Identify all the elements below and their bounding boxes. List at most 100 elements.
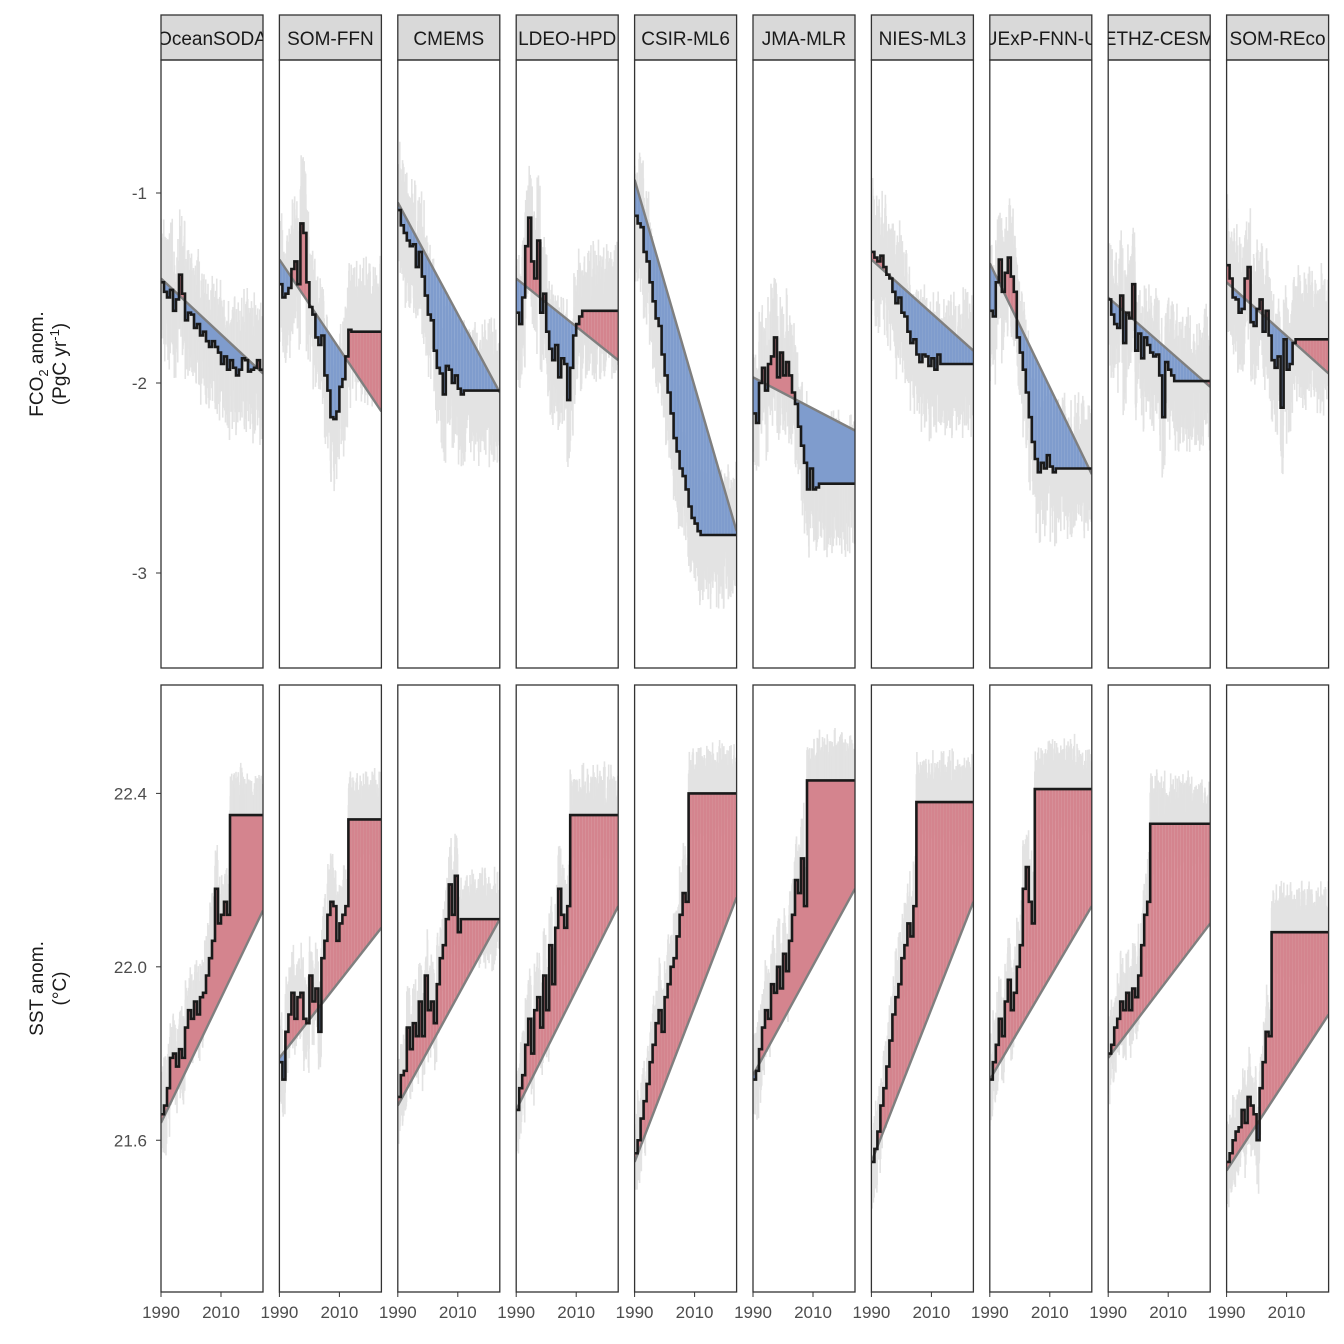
annual-step-line — [516, 216, 619, 402]
anomaly-fill-negative — [955, 334, 959, 364]
strip-background — [989, 14, 1093, 61]
anomaly-fill-negative — [1073, 436, 1077, 469]
anomaly-fill-positive — [597, 310, 601, 346]
anomaly-fill-negative — [1186, 365, 1190, 382]
panel-content — [1108, 227, 1211, 478]
anomaly-fill-negative — [970, 348, 974, 364]
anomaly-fill-positive — [1307, 339, 1311, 358]
anomaly-fill-negative — [516, 278, 520, 313]
facet-panel — [397, 59, 501, 669]
panel-border — [1225, 59, 1330, 669]
panel-content — [279, 155, 382, 492]
annual-step-line — [161, 273, 263, 377]
anomaly-fill-positive — [360, 331, 364, 385]
y-axis-title: FCO2 anom.(PgC yr-1) — [27, 311, 71, 416]
y-axis-title-line2: (PgC yr-1) — [47, 323, 71, 405]
strip-label: SOM-FFN — [287, 29, 374, 50]
anomaly-fill-positive — [372, 331, 376, 403]
anomaly-fill-positive — [354, 331, 358, 376]
anomaly-fill-positive — [1319, 339, 1323, 369]
anomaly-fill-negative — [819, 411, 822, 484]
anomaly-fill-positive — [224, 901, 227, 992]
anomaly-fill-negative — [457, 314, 461, 389]
anomaly-fill-negative — [1183, 363, 1187, 382]
anomaly-fill-positive — [594, 310, 598, 344]
anomaly-fill-negative — [949, 329, 953, 364]
anomaly-fill-negative — [279, 259, 283, 285]
anomaly-fill-negative — [1070, 430, 1074, 469]
facet-panel — [160, 59, 264, 669]
anomaly-fill-negative — [1177, 357, 1181, 382]
anomaly-fill-negative — [697, 396, 701, 532]
anomaly-fill-negative — [1052, 393, 1056, 473]
anomaly-fill-positive — [357, 331, 361, 381]
anomaly-fill-negative — [1165, 347, 1169, 363]
strip-background — [1225, 14, 1330, 61]
anomaly-fill-negative — [712, 448, 716, 535]
anomaly-fill-negative — [852, 428, 855, 484]
anomaly-fill-positive — [777, 377, 780, 392]
facet-strip: LDEO-HPD — [515, 14, 619, 61]
facet-strip: NIES-ML3 — [870, 14, 975, 61]
facet-panel — [870, 59, 975, 669]
strip-label: JMA-MLR — [762, 29, 846, 50]
anomaly-fill-positive — [1310, 339, 1314, 361]
anomaly-fill-negative — [961, 339, 965, 364]
y-axis-title-superscript: -1 — [47, 329, 62, 341]
anomaly-fill-negative — [1037, 362, 1041, 473]
panel-border — [278, 59, 383, 669]
anomaly-fill-negative — [460, 319, 464, 395]
anomaly-fill-negative — [825, 414, 828, 484]
anomaly-fill-negative — [667, 293, 671, 393]
facet-strip: SOM-REco — [1225, 14, 1330, 61]
anomaly-fill-negative — [828, 416, 831, 484]
facet-strip: OceanSODA — [157, 14, 267, 61]
panel-border — [870, 59, 975, 669]
anomaly-fill-negative — [1277, 327, 1281, 357]
anomaly-fill-positive — [203, 992, 206, 1036]
anomaly-fill-negative — [753, 377, 756, 414]
strip-label: CMEMS — [413, 29, 484, 50]
anomaly-fill-positive — [363, 331, 367, 390]
strip-label: OceanSODA — [157, 29, 267, 50]
strip-background — [515, 14, 619, 61]
facet-strip: CSIR-ML6 — [633, 14, 738, 61]
anomaly-fill-negative — [703, 417, 707, 535]
facet-strip: JMA-MLR — [752, 14, 856, 61]
panel-content — [161, 209, 263, 445]
y-axis-title-rest: ) — [50, 323, 71, 329]
anomaly-fill-negative — [1043, 374, 1047, 469]
anomaly-fill-positive — [375, 331, 379, 408]
anomaly-fill-negative — [478, 353, 482, 391]
anomaly-fill-negative — [664, 283, 668, 376]
anomaly-fill-positive — [378, 331, 382, 412]
anomaly-fill-positive — [1316, 339, 1320, 366]
anomaly-fill-negative — [555, 309, 559, 345]
anomaly-fill-negative — [1034, 356, 1038, 459]
anomaly-fill-negative — [445, 291, 449, 366]
anomaly-fill-negative — [943, 323, 947, 364]
anomaly-fill-positive — [227, 914, 230, 986]
panel-content — [634, 152, 737, 609]
anomaly-fill-positive — [351, 331, 355, 372]
anomaly-fill-negative — [904, 289, 908, 317]
strip-label: LDEO-HPD — [518, 29, 616, 50]
y-axis-title-line1: SST anom. — [27, 941, 48, 1036]
panel-border — [160, 59, 264, 669]
anomaly-fill-positive — [612, 310, 616, 358]
facet-panel — [1107, 59, 1211, 669]
strip-label: ETHZ-CESM — [1104, 29, 1215, 50]
panel-content — [516, 165, 619, 468]
anomaly-fill-negative — [230, 342, 233, 361]
anomaly-fill-negative — [454, 308, 458, 376]
annual-step-line — [871, 250, 974, 371]
facet-panel — [752, 59, 856, 669]
facet-strip: ETHZ-CESM — [1104, 14, 1215, 61]
annual-step-line — [634, 214, 737, 537]
anomaly-fill-negative — [682, 345, 686, 477]
strip-background — [278, 14, 383, 61]
anomaly-fill-negative — [475, 347, 479, 391]
facet-strip: UExP-FNN-U — [989, 14, 1093, 61]
anomaly-fill-negative — [333, 339, 337, 420]
